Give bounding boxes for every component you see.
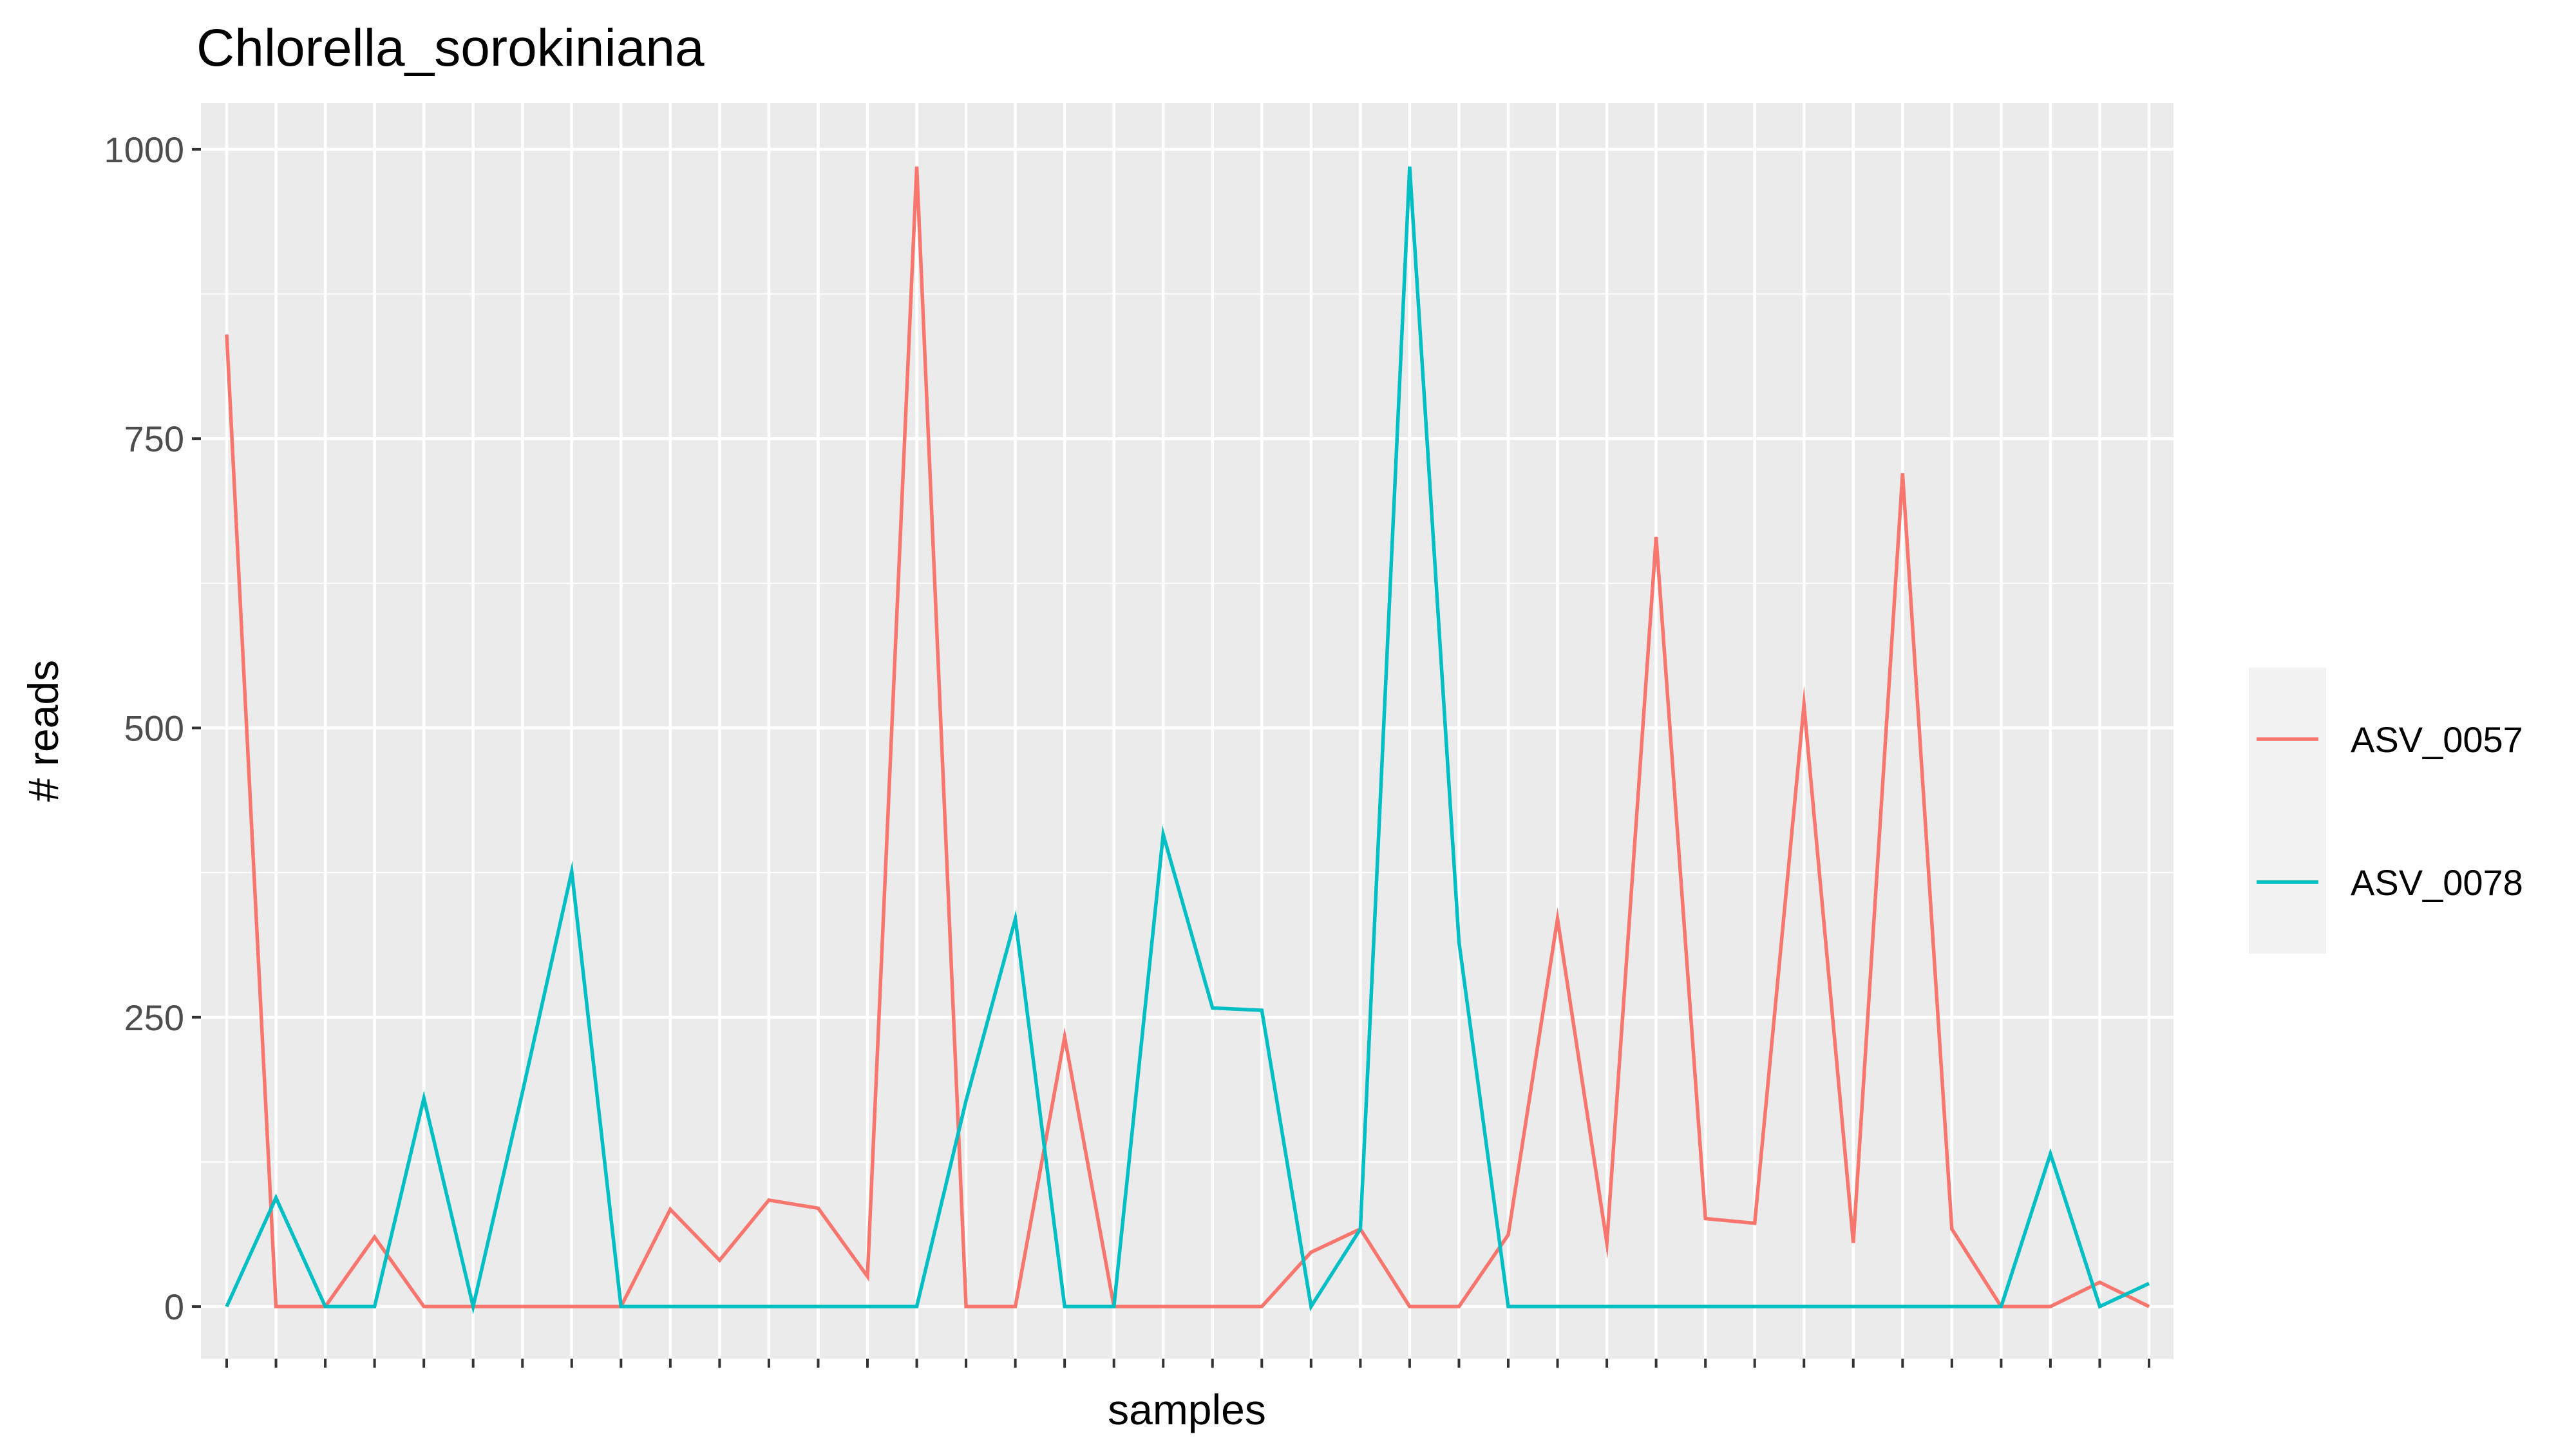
plot-panel [201, 103, 2174, 1359]
chart-title: Chlorella_sorokiniana [196, 19, 705, 77]
y-tick-label: 0 [164, 1287, 184, 1327]
y-tick-label: 500 [124, 708, 184, 749]
series-line-asv-0057 [225, 166, 2150, 1308]
y-axis-title: # reads [19, 660, 67, 802]
series-line-asv-0078 [225, 166, 2150, 1315]
y-tick-label: 1000 [104, 129, 184, 170]
legend-label: ASV_0057 [2351, 719, 2523, 760]
x-axis [225, 1359, 2150, 1368]
y-tick-label: 250 [124, 997, 184, 1038]
x-axis-title: samples [1108, 1386, 1266, 1433]
series-layer [225, 166, 2150, 1315]
y-tick-label: 750 [124, 419, 184, 459]
legend-label: ASV_0078 [2351, 862, 2523, 903]
legend: ASV_0057 ASV_0078 [2249, 668, 2523, 954]
y-axis: 0 250 500 750 1000 [104, 129, 201, 1327]
